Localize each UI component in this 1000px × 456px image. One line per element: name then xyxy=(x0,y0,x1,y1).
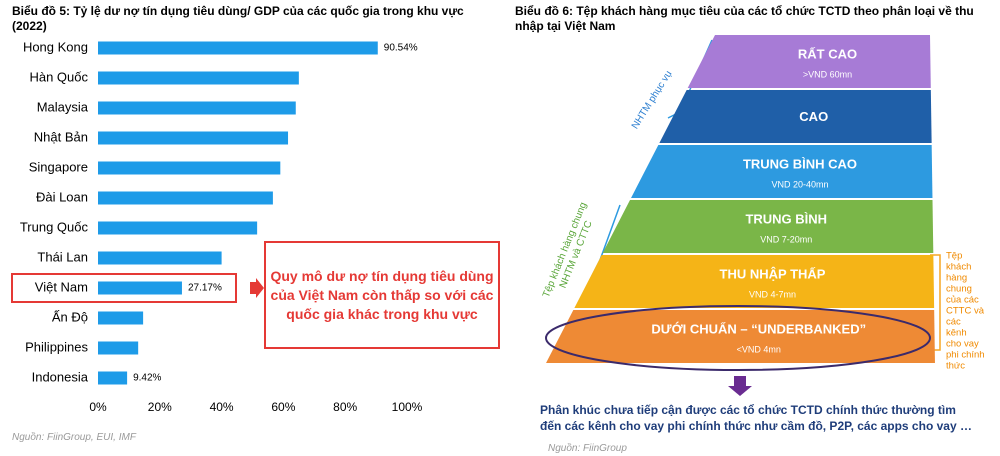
brace-label: hàng xyxy=(946,273,967,284)
diagram-title: Biểu đồ 6: Tệp khách hàng mục tiêu của c… xyxy=(515,4,974,33)
level-sublabel: >VND 60mn xyxy=(803,69,852,79)
brace-label: thức xyxy=(946,361,965,372)
y-tick-label: Philippines xyxy=(25,339,88,354)
brace-label: Tệp xyxy=(946,251,962,262)
y-tick-label: Nhật Bản xyxy=(34,129,88,144)
data-label: 9.42% xyxy=(133,373,161,384)
brace-label: kênh xyxy=(946,328,967,339)
pyramid-level xyxy=(659,90,932,143)
y-tick-label: Trung Quốc xyxy=(20,219,89,234)
bar xyxy=(98,161,281,175)
y-tick-label: Indonesia xyxy=(32,369,89,384)
bar xyxy=(98,251,222,265)
level-label: TRUNG BÌNH CAO xyxy=(743,156,857,171)
x-tick-label: 20% xyxy=(148,400,172,414)
pyramid-level xyxy=(602,200,934,253)
y-tick-label: Singapore xyxy=(29,159,88,174)
bar xyxy=(98,341,139,355)
level-label: THU NHẬP THẤP xyxy=(720,266,826,281)
bar xyxy=(98,221,258,235)
annotation: Quy mô dư nợ tín dụng tiêu dùng của Việt… xyxy=(264,241,500,349)
brace xyxy=(930,254,941,351)
bar xyxy=(98,191,273,205)
y-tick-label: Đài Loan xyxy=(36,189,88,204)
level-label: RẤT CAO xyxy=(798,46,857,61)
level-label: TRUNG BÌNH xyxy=(745,211,827,226)
highlight-ellipse xyxy=(545,305,931,371)
data-label: 90.54% xyxy=(384,43,418,54)
x-tick-label: 80% xyxy=(333,400,357,414)
brace-label: chung xyxy=(946,284,972,295)
y-tick-label: Ấn Độ xyxy=(52,309,88,324)
y-tick-label: Hong Kong xyxy=(23,39,88,54)
level-sublabel: <VND 4mn xyxy=(737,344,781,354)
x-tick-label: 60% xyxy=(271,400,295,414)
brace-label: cho vay xyxy=(946,339,979,350)
pyramid-level xyxy=(687,35,931,88)
source: Nguồn: FiinGroup xyxy=(548,443,627,454)
arrow xyxy=(250,278,264,298)
bar xyxy=(98,131,289,145)
level-sublabel: VND 20-40mn xyxy=(771,179,828,189)
bar xyxy=(98,311,144,325)
bar xyxy=(98,101,296,115)
pyramid-level xyxy=(546,310,935,363)
brace-label: CTTC và xyxy=(946,306,985,317)
x-tick-label: 0% xyxy=(89,400,107,414)
pyramid-level xyxy=(631,145,933,198)
x-tick-label: 40% xyxy=(210,400,234,414)
x-tick-label: 100% xyxy=(392,400,423,414)
y-tick-label: Việt Nam xyxy=(35,279,88,294)
data-label: 27.17% xyxy=(188,283,222,294)
level-label: CAO xyxy=(799,109,828,124)
brace-label: khách xyxy=(946,262,971,273)
pyramid-level xyxy=(574,255,935,308)
bar xyxy=(98,371,128,385)
level-sublabel: VND 4-7mn xyxy=(749,289,796,299)
highlight-box xyxy=(11,273,237,303)
y-tick-label: Hàn Quốc xyxy=(29,69,88,84)
bar xyxy=(98,41,378,55)
bar xyxy=(98,71,299,85)
level-label: DƯỚI CHUẨN – “UNDERBANKED” xyxy=(651,321,866,336)
brace-label: phi chính xyxy=(946,350,985,361)
source: Nguồn: FiinGroup, EUI, IMF xyxy=(12,432,136,443)
level-sublabel: VND 7-20mn xyxy=(760,234,812,244)
brace-label: NHTM phục vụ xyxy=(630,69,675,131)
chart-title: Biểu đồ 5: Tỷ lệ dư nợ tín dụng tiêu dùn… xyxy=(12,4,464,33)
y-tick-label: Thái Lan xyxy=(37,249,88,264)
arrow xyxy=(728,376,752,396)
brace-label: các xyxy=(946,317,961,328)
y-tick-label: Malaysia xyxy=(37,99,89,114)
note: Phân khúc chưa tiếp cận được các tổ chức… xyxy=(540,403,972,433)
bar xyxy=(98,281,182,295)
brace-label: của các xyxy=(946,295,979,306)
